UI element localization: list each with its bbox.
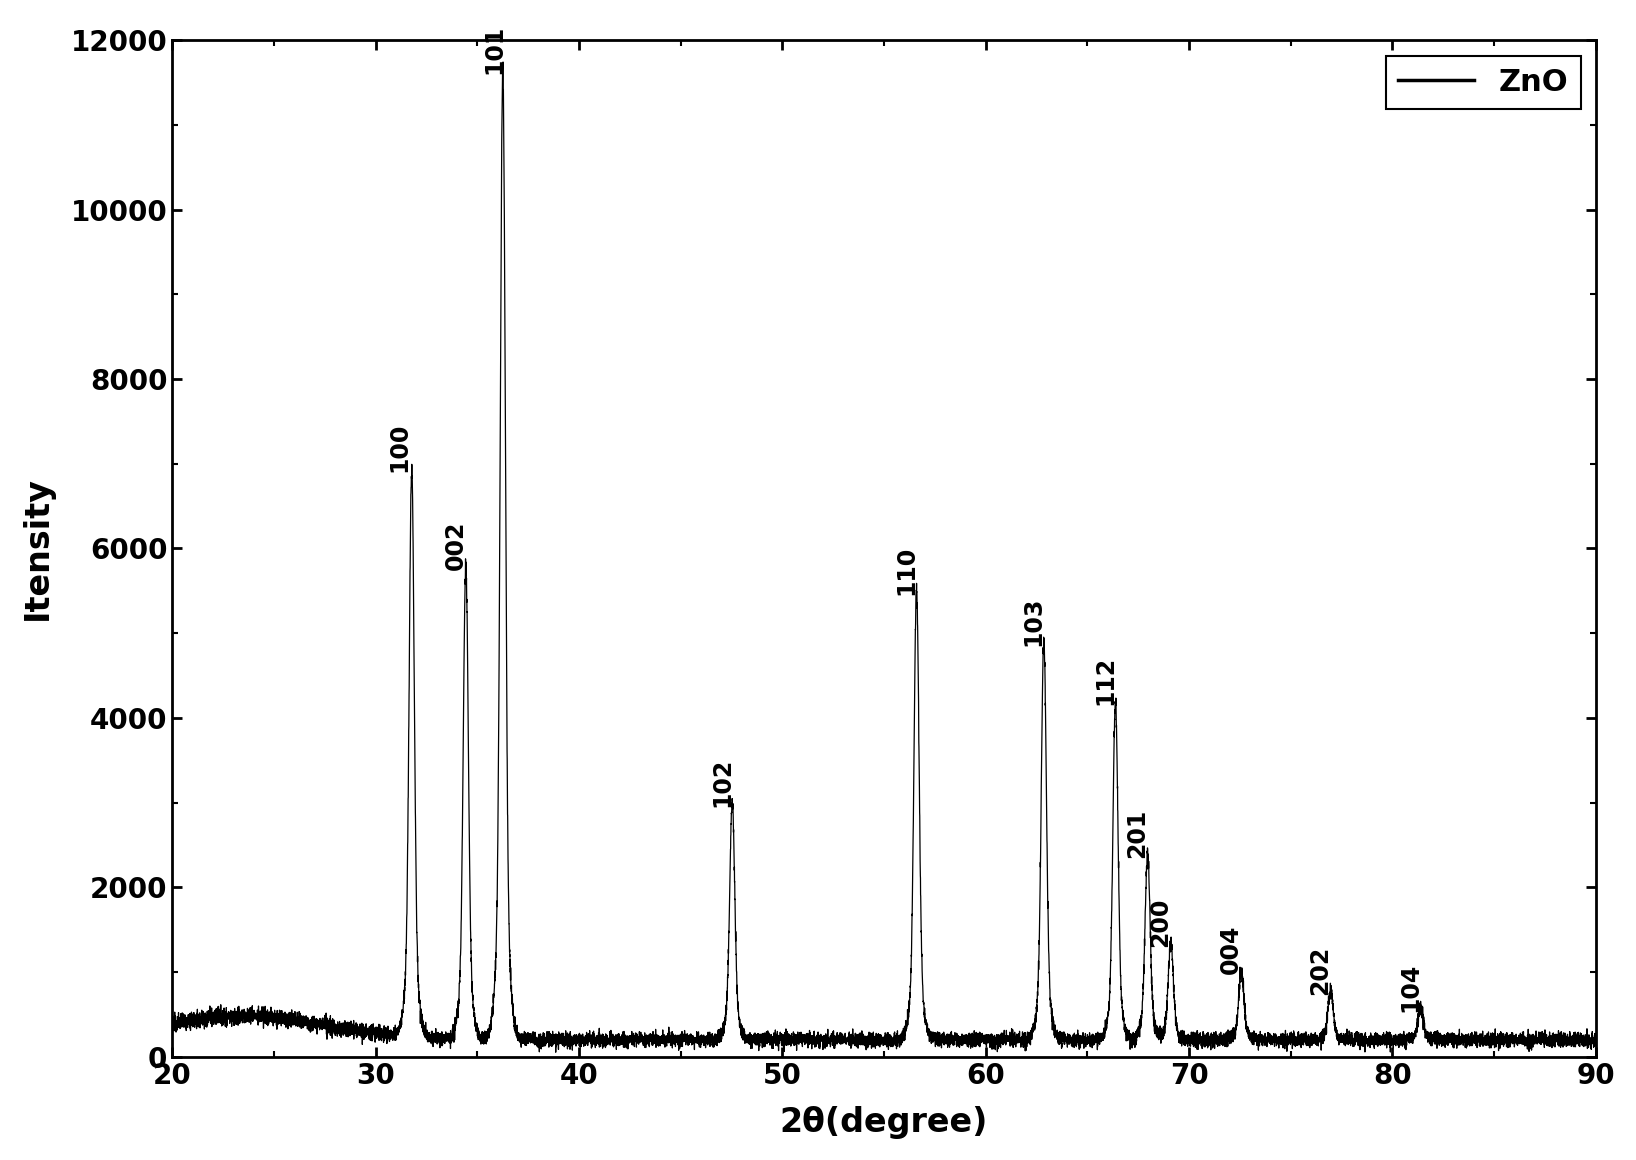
Text: 100: 100 — [388, 423, 412, 472]
Text: 101: 101 — [483, 24, 507, 74]
Text: 202: 202 — [1309, 945, 1332, 995]
Text: 200: 200 — [1148, 897, 1173, 947]
Text: 002: 002 — [443, 521, 468, 570]
Text: 201: 201 — [1126, 809, 1150, 857]
X-axis label: 2θ(degree): 2θ(degree) — [780, 1107, 988, 1139]
Text: 102: 102 — [710, 757, 735, 807]
Text: 004: 004 — [1219, 926, 1243, 974]
Legend: ZnO: ZnO — [1386, 56, 1580, 109]
Y-axis label: Itensity: Itensity — [21, 477, 54, 621]
Text: 104: 104 — [1399, 963, 1422, 1012]
Text: 110: 110 — [895, 546, 918, 595]
Text: 112: 112 — [1093, 657, 1117, 705]
Text: 103: 103 — [1021, 596, 1045, 646]
